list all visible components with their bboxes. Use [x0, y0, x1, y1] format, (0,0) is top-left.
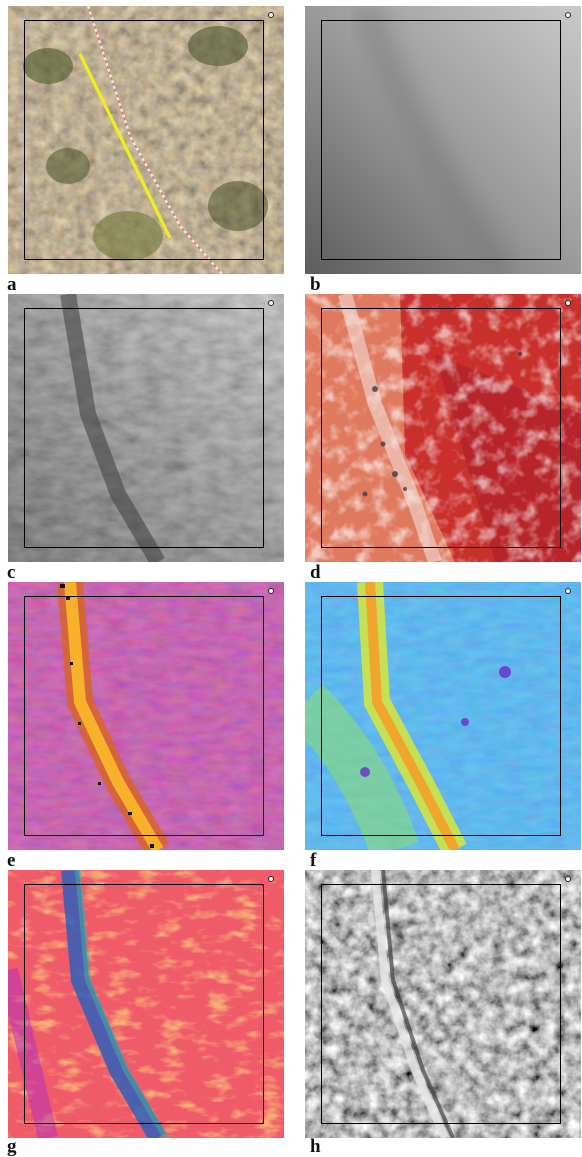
panel-label-b: b: [310, 274, 321, 295]
panel-d-slope-map: [305, 294, 581, 562]
panel-label-c: c: [7, 562, 16, 583]
panel-h-local-relief: [305, 870, 581, 1138]
panel-label-g: g: [7, 1136, 17, 1157]
panel-label-a: a: [7, 274, 17, 295]
panel-e-plasma-map: [8, 582, 284, 850]
panel-c-hillshade: [8, 294, 284, 562]
panel-g-aspect-map: [8, 870, 284, 1138]
panel-label-e: e: [7, 850, 16, 871]
panel-f-jet-map: [305, 582, 581, 850]
panel-b-elevation-gradient: [305, 6, 581, 274]
panel-label-h: h: [310, 1136, 321, 1157]
panel-a-aerial-photo: [8, 6, 284, 274]
panel-label-f: f: [310, 850, 317, 871]
panel-label-d: d: [310, 562, 321, 583]
